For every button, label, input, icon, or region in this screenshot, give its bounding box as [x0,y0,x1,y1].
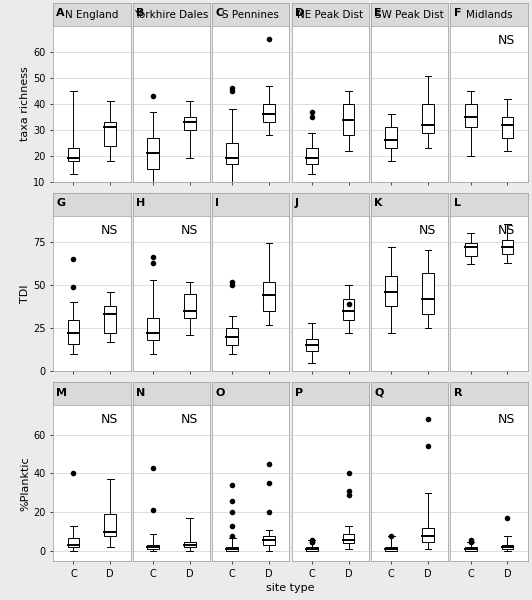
Text: site type: site type [266,583,315,593]
Text: M: M [56,388,67,398]
Bar [68,538,79,547]
Text: C: C [215,8,223,19]
Text: O: O [215,388,225,398]
Bar [227,143,238,164]
Bar [104,122,116,146]
Bar [68,320,79,344]
Text: B: B [136,8,144,19]
Bar [184,117,196,130]
Bar [147,318,159,340]
Bar [385,277,397,306]
Text: NS: NS [180,413,198,426]
Bar [385,547,397,551]
Text: Yorkhire Dales: Yorkhire Dales [134,10,209,20]
Bar [422,528,434,542]
Text: E: E [374,8,381,19]
Bar [227,328,238,346]
Text: A: A [56,8,65,19]
Bar [502,117,513,138]
Bar [343,299,354,320]
Bar [422,273,434,314]
Y-axis label: taxa richness: taxa richness [20,67,30,142]
Bar [306,148,318,164]
Text: P: P [295,388,303,398]
Text: J: J [295,198,298,208]
Bar [147,545,159,550]
Bar [306,338,318,350]
Text: S Pennines: S Pennines [222,10,279,20]
Text: Midlands: Midlands [466,10,512,20]
Bar [104,514,116,536]
Bar [465,547,477,551]
Y-axis label: TDI: TDI [20,284,30,303]
Bar [68,148,79,161]
Bar [104,306,116,334]
Text: I: I [215,198,219,208]
Text: L: L [453,198,461,208]
Bar [263,536,275,545]
Bar [343,104,354,135]
Text: F: F [453,8,461,19]
Bar [422,104,434,133]
Bar [502,240,513,254]
Text: NS: NS [101,413,118,426]
Text: Q: Q [374,388,384,398]
Text: NS: NS [498,224,516,236]
Text: N: N [136,388,145,398]
Text: G: G [56,198,65,208]
Text: NS: NS [101,224,118,236]
Text: NS: NS [180,224,198,236]
Text: R: R [453,388,462,398]
Bar [385,127,397,148]
Bar [263,281,275,311]
Bar [147,138,159,169]
Text: NS: NS [419,224,436,236]
Bar [502,545,513,550]
Bar [306,547,318,551]
Bar [263,104,275,122]
Text: SW Peak Dist: SW Peak Dist [375,10,444,20]
Bar [227,547,238,551]
Text: NE Peak Dist: NE Peak Dist [297,10,363,20]
Text: H: H [136,198,145,208]
Text: NS: NS [498,413,516,426]
Text: K: K [374,198,383,208]
Bar [184,542,196,547]
Bar [184,293,196,318]
Bar [343,534,354,544]
Bar [465,244,477,256]
Bar [465,104,477,127]
Text: NS: NS [498,34,516,47]
Y-axis label: %Planktic: %Planktic [20,456,30,511]
Text: D: D [295,8,304,19]
Text: N England: N England [65,10,119,20]
